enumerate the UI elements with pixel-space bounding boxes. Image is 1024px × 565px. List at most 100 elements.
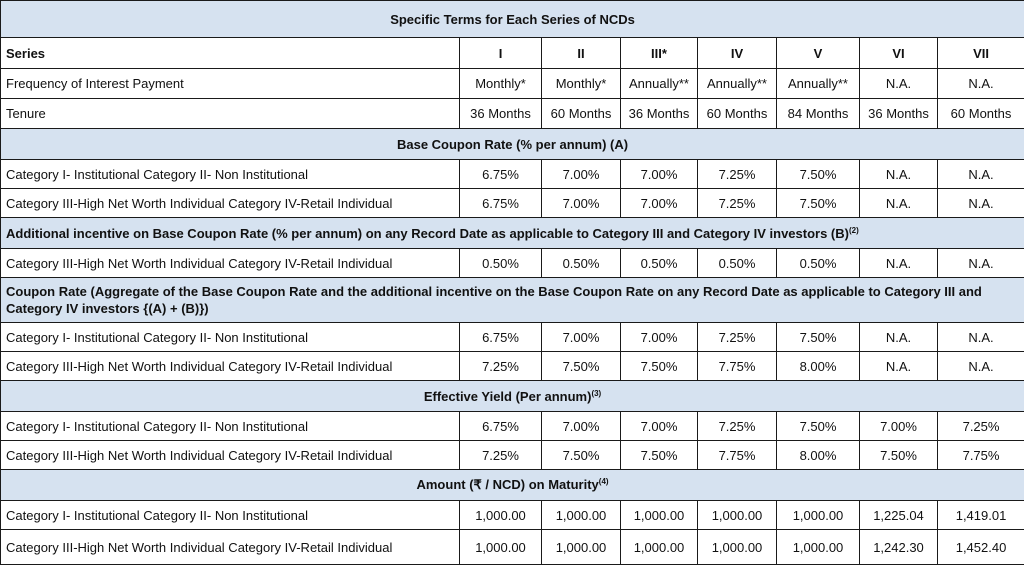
- table-cell: N.A.: [860, 323, 938, 352]
- table-cell: N.A.: [938, 189, 1024, 218]
- footnote-marker: (4): [599, 477, 609, 486]
- series-col-header: III*: [621, 38, 698, 69]
- table-cell: 7.25%: [460, 441, 542, 470]
- table-cell: 0.50%: [777, 249, 860, 278]
- table-cell: 36 Months: [621, 99, 698, 129]
- table-cell: N.A.: [938, 249, 1024, 278]
- table-row: Frequency of Interest Payment Monthly* M…: [1, 69, 1024, 99]
- section-title: Amount (₹ / NCD) on Maturity(4): [1, 470, 1024, 501]
- table-cell: 7.25%: [698, 323, 777, 352]
- table-cell: 1,000.00: [621, 530, 698, 565]
- table-cell: N.A.: [860, 189, 938, 218]
- section-title-text: Effective Yield (Per annum): [424, 389, 592, 404]
- section-header-row: Base Coupon Rate (% per annum) (A): [1, 129, 1024, 160]
- table-cell: 7.50%: [621, 441, 698, 470]
- table-cell: 36 Months: [860, 99, 938, 129]
- table-cell: 7.50%: [777, 189, 860, 218]
- section-header-row: Coupon Rate (Aggregate of the Base Coupo…: [1, 278, 1024, 323]
- section-title-text: Additional incentive on Base Coupon Rate…: [6, 226, 849, 241]
- series-col-header: II: [542, 38, 621, 69]
- table-row: Category III-High Net Worth Individual C…: [1, 441, 1024, 470]
- table-cell: Annually**: [621, 69, 698, 99]
- table-cell: 7.25%: [698, 160, 777, 189]
- footnote-marker: (3): [591, 389, 601, 398]
- table-cell: 7.50%: [777, 160, 860, 189]
- table-cell: 7.00%: [621, 189, 698, 218]
- section-title: Coupon Rate (Aggregate of the Base Coupo…: [1, 278, 1024, 323]
- table-cell: 1,000.00: [777, 501, 860, 530]
- table-cell: 1,242.30: [860, 530, 938, 565]
- section-title-text: Base Coupon Rate (% per annum) (A): [397, 137, 628, 152]
- table-cell: Annually**: [777, 69, 860, 99]
- row-label: Category III-High Net Worth Individual C…: [1, 249, 460, 278]
- table-cell: 7.25%: [698, 189, 777, 218]
- section-title-text: Coupon Rate (Aggregate of the Base Coupo…: [6, 284, 982, 316]
- table-row: Category III-High Net Worth Individual C…: [1, 249, 1024, 278]
- table-cell: 7.75%: [698, 441, 777, 470]
- table-cell: 7.25%: [938, 412, 1024, 441]
- table-cell: N.A.: [860, 160, 938, 189]
- table-cell: 7.00%: [542, 189, 621, 218]
- table-cell: 7.00%: [621, 160, 698, 189]
- table-cell: 6.75%: [460, 412, 542, 441]
- table-cell: 1,419.01: [938, 501, 1024, 530]
- series-header-row: Series I II III* IV V VI VII: [1, 38, 1024, 69]
- table-row: Category I- Institutional Category II- N…: [1, 323, 1024, 352]
- table-cell: 7.00%: [621, 323, 698, 352]
- table-cell: N.A.: [860, 249, 938, 278]
- table-cell: 7.00%: [621, 412, 698, 441]
- table-row: Tenure 36 Months 60 Months 36 Months 60 …: [1, 99, 1024, 129]
- table-cell: 0.50%: [621, 249, 698, 278]
- table-cell: N.A.: [938, 160, 1024, 189]
- table-cell: 6.75%: [460, 160, 542, 189]
- section-header-row: Effective Yield (Per annum)(3): [1, 381, 1024, 412]
- row-label: Category I- Institutional Category II- N…: [1, 412, 460, 441]
- row-label: Category I- Institutional Category II- N…: [1, 323, 460, 352]
- table-cell: 36 Months: [460, 99, 542, 129]
- table-row: Category III-High Net Worth Individual C…: [1, 352, 1024, 381]
- table-cell: 7.50%: [777, 412, 860, 441]
- table-cell: 7.50%: [542, 441, 621, 470]
- section-title: Base Coupon Rate (% per annum) (A): [1, 129, 1024, 160]
- series-col-header: VI: [860, 38, 938, 69]
- section-header-row: Amount (₹ / NCD) on Maturity(4): [1, 470, 1024, 501]
- table-cell: 1,000.00: [698, 501, 777, 530]
- table-cell: 7.00%: [542, 323, 621, 352]
- table-row: Category I- Institutional Category II- N…: [1, 160, 1024, 189]
- table-cell: 1,000.00: [698, 530, 777, 565]
- table-cell: 7.50%: [542, 352, 621, 381]
- table-cell: 1,225.04: [860, 501, 938, 530]
- table-cell: 7.25%: [698, 412, 777, 441]
- table-cell: 60 Months: [938, 99, 1024, 129]
- row-label: Category III-High Net Worth Individual C…: [1, 441, 460, 470]
- table-cell: 7.00%: [542, 412, 621, 441]
- table-cell: 7.25%: [460, 352, 542, 381]
- table-row: Category I- Institutional Category II- N…: [1, 501, 1024, 530]
- table-cell: N.A.: [938, 323, 1024, 352]
- table-cell: 1,000.00: [460, 530, 542, 565]
- table-cell: 1,000.00: [460, 501, 542, 530]
- table-cell: 8.00%: [777, 352, 860, 381]
- table-cell: 7.50%: [777, 323, 860, 352]
- row-label: Category I- Institutional Category II- N…: [1, 160, 460, 189]
- table-cell: 84 Months: [777, 99, 860, 129]
- table-cell: 7.00%: [542, 160, 621, 189]
- table-cell: 0.50%: [460, 249, 542, 278]
- table-cell: 7.75%: [698, 352, 777, 381]
- table-cell: 7.00%: [860, 412, 938, 441]
- row-label: Category I- Institutional Category II- N…: [1, 501, 460, 530]
- table-row: Category I- Institutional Category II- N…: [1, 412, 1024, 441]
- table-cell: 60 Months: [698, 99, 777, 129]
- row-label: Category III-High Net Worth Individual C…: [1, 352, 460, 381]
- series-label: Series: [1, 38, 460, 69]
- table-cell: 1,000.00: [542, 501, 621, 530]
- table-row: Category III-High Net Worth Individual C…: [1, 530, 1024, 565]
- table-cell: 7.50%: [860, 441, 938, 470]
- table-cell: 0.50%: [542, 249, 621, 278]
- series-col-header: IV: [698, 38, 777, 69]
- table-cell: 1,000.00: [542, 530, 621, 565]
- table-cell: 1,452.40: [938, 530, 1024, 565]
- table-cell: 8.00%: [777, 441, 860, 470]
- series-col-header: VII: [938, 38, 1024, 69]
